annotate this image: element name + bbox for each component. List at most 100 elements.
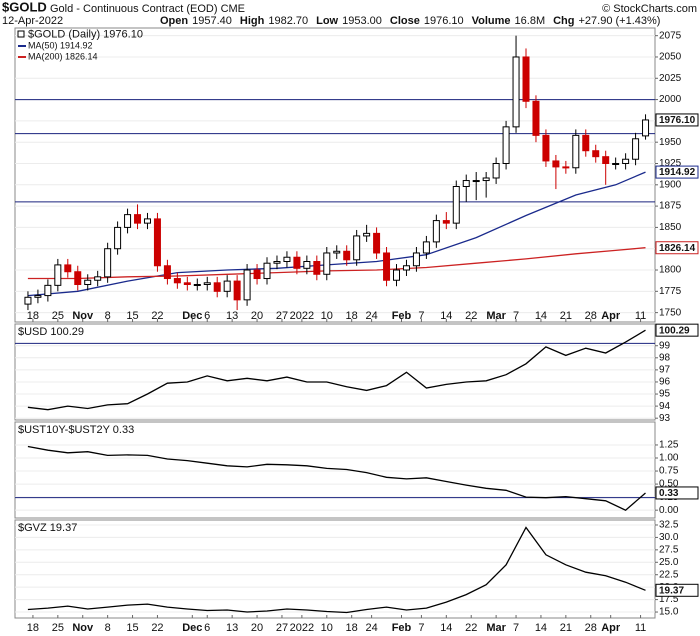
x-tick-label: 7 <box>418 310 424 322</box>
x-tick-label: 24 <box>365 622 377 634</box>
candle-body <box>64 264 72 273</box>
y-tick-label: 2000 <box>659 94 682 105</box>
y-tick-label: 0.00 <box>659 505 679 516</box>
y-tick-label: 94 <box>659 401 671 412</box>
candle-body <box>552 160 560 168</box>
y-tick-label: 1900 <box>659 179 682 190</box>
x-tick-label: 27 <box>276 310 288 322</box>
candle-body <box>482 177 490 182</box>
x-tick-label: 18 <box>346 310 358 322</box>
y-tick-label: 98 <box>659 352 671 363</box>
candle-body <box>313 260 321 275</box>
y-tick-label: 2050 <box>659 52 682 63</box>
quote-label: Chg <box>553 15 574 27</box>
x-tick-label: 22 <box>465 622 477 634</box>
candle-body <box>34 295 42 298</box>
last-value-box <box>655 583 699 597</box>
panel <box>14 323 656 421</box>
quote-value: 1953.00 <box>342 15 382 27</box>
x-tick-label: 15 <box>126 622 138 634</box>
legend-swatch <box>17 30 25 38</box>
candle-body <box>273 260 281 264</box>
x-tick-label: 25 <box>52 310 64 322</box>
panel <box>14 421 656 519</box>
y-tick-label: 99 <box>659 340 671 351</box>
y-tick-label: 1.25 <box>659 440 679 451</box>
candle-body <box>582 134 590 152</box>
candle-body <box>522 56 530 102</box>
candle-body <box>24 296 32 305</box>
x-tick-label: 10 <box>321 310 333 322</box>
candle-body <box>74 271 82 286</box>
y-tick-label: 2075 <box>659 30 682 41</box>
x-tick-label: 20 <box>251 310 263 322</box>
quote-value: +27.90 (+1.43%) <box>579 15 661 27</box>
quote-label: Volume <box>472 15 511 27</box>
y-tick-label: 1875 <box>659 201 682 212</box>
candle-body <box>114 226 122 250</box>
y-tick-label: 1800 <box>659 265 682 276</box>
candle-body <box>432 220 440 243</box>
quote-label: Low <box>316 15 338 27</box>
candle-body <box>223 280 231 292</box>
x-tick-label: 2022 <box>290 622 314 634</box>
candle-body <box>373 232 381 254</box>
candle-body <box>612 162 620 165</box>
candle-body <box>642 119 650 137</box>
x-tick-label: 6 <box>204 622 210 634</box>
y-tick-label: 15.0 <box>659 607 679 618</box>
candle-body <box>263 262 271 280</box>
candle-body <box>602 156 610 164</box>
last-value-box <box>655 241 699 255</box>
candle-body <box>512 56 520 128</box>
date: 12-Apr-2022 <box>2 15 63 27</box>
candle-body <box>44 284 52 297</box>
legend-entry: $USD 100.29 <box>18 326 84 338</box>
last-value-box <box>655 165 699 179</box>
symbol: $GOLD <box>2 0 47 14</box>
x-tick-label: Dec <box>182 310 202 322</box>
x-tick-label: 13 <box>226 622 238 634</box>
x-tick-label: Mar <box>486 310 506 322</box>
candle-body <box>383 252 391 281</box>
y-tick-label: 1850 <box>659 222 682 233</box>
candle-body <box>163 265 171 280</box>
candle-body <box>153 218 161 267</box>
candle-body <box>632 138 640 160</box>
x-tick-label: 22 <box>151 310 163 322</box>
last-value-box <box>655 113 699 127</box>
x-tick-label: 15 <box>126 310 138 322</box>
x-tick-label: 11 <box>635 310 646 322</box>
x-tick-label: Feb <box>392 622 412 634</box>
last-value-label: 1914.92 <box>659 167 696 178</box>
legend-entry: $UST10Y-$UST2Y 0.33 <box>18 424 134 436</box>
x-tick-label: 11 <box>635 622 646 634</box>
candle-body <box>143 218 151 224</box>
candle-body <box>84 279 92 286</box>
candle-body <box>193 284 201 287</box>
y-tick-label: 30.0 <box>659 532 679 543</box>
candle-body <box>532 100 540 136</box>
candle-body <box>323 252 331 275</box>
candle-body <box>462 180 470 188</box>
panel <box>14 519 656 619</box>
candle-body <box>333 250 341 254</box>
candle-body <box>343 250 351 261</box>
candle-body <box>402 265 410 271</box>
y-tick-label: 17.5 <box>659 594 679 605</box>
candle-body <box>492 162 500 179</box>
x-tick-label: 18 <box>27 622 39 634</box>
candle-body <box>572 134 580 169</box>
x-tick-label: 21 <box>560 310 572 322</box>
x-tick-label: 27 <box>276 622 288 634</box>
x-tick-label: 14 <box>440 310 452 322</box>
candle-body <box>412 252 420 267</box>
x-tick-label: 22 <box>465 310 477 322</box>
candle-body <box>393 269 401 281</box>
quote-value: 1976.10 <box>424 15 464 27</box>
candle-body <box>203 282 211 286</box>
series-line <box>27 526 646 614</box>
candle-body <box>303 260 311 269</box>
y-tick-label: 2025 <box>659 73 682 84</box>
candle-body <box>592 150 600 158</box>
